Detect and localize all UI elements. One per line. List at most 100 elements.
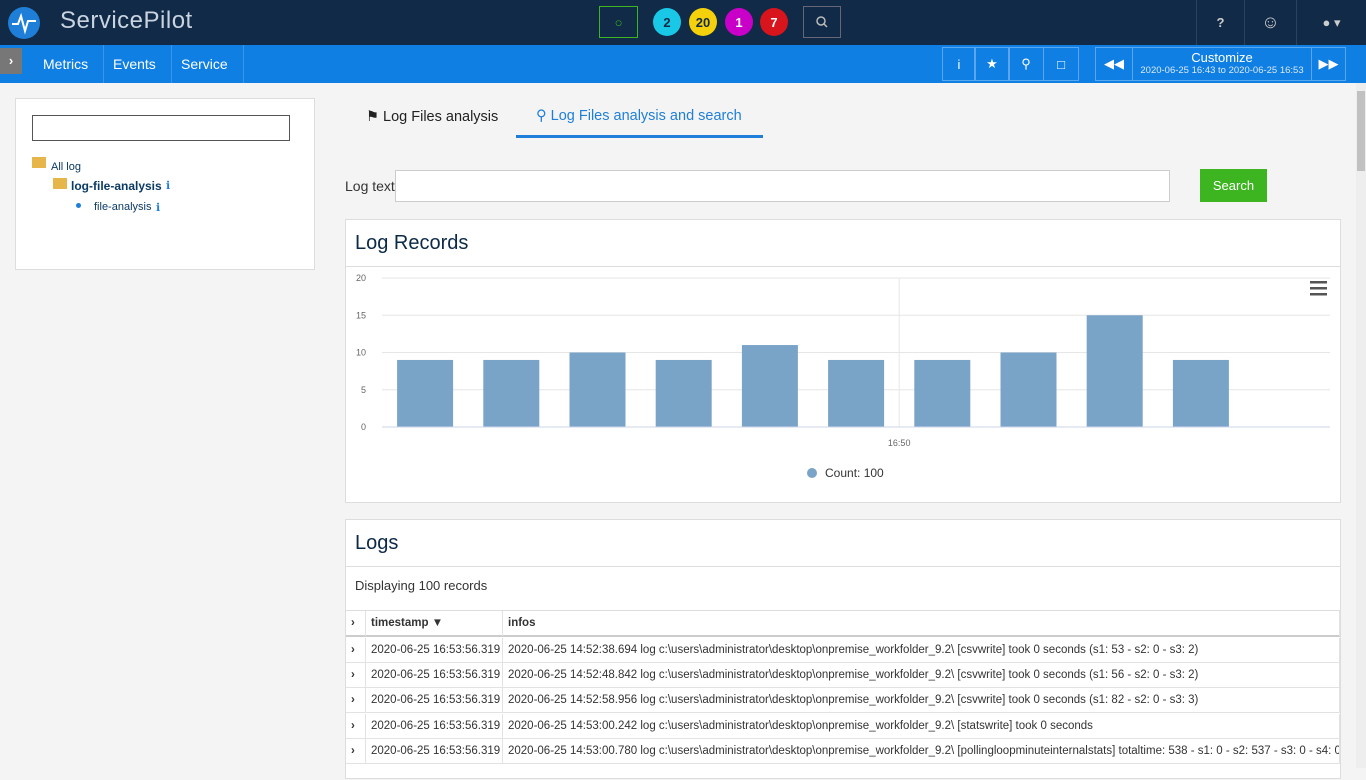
divider [346, 266, 1340, 267]
menu-icon [1310, 293, 1327, 296]
tab-active[interactable]: ⚲ Log Files analysis and search [516, 100, 763, 138]
badge[interactable]: 2 [653, 8, 681, 36]
next-button[interactable]: ▶▶ [1311, 47, 1346, 81]
scrollbar [1356, 83, 1366, 768]
info-icon[interactable]: ℹ [156, 202, 161, 214]
y-tick-label: 10 [356, 348, 366, 358]
divider [346, 566, 1340, 567]
chart: 0 5 10 15 20 16:50 Count: 100 [356, 273, 1330, 480]
previous-button[interactable]: ◀◀ [1095, 47, 1133, 81]
search-button[interactable] [803, 6, 841, 38]
header-text: timestamp [371, 617, 429, 629]
bar [741, 345, 798, 427]
table-row[interactable]: › 2020-06-25 16:53:56.319 2020-06-25 14:53… [346, 738, 1340, 764]
bar [655, 359, 712, 427]
table-row[interactable]: › 2020-06-25 16:53:56.319 2020-06-25 14:52… [346, 638, 1340, 663]
log-table: › timestamp ▼ infos › 2020-06-25 16:53:56… [346, 610, 1340, 780]
tab-label: Log Files analysis [383, 109, 499, 125]
logo [8, 7, 40, 39]
timestamp-cell: 2020-06-25 16:53:56.319 [366, 738, 503, 764]
expand-row[interactable]: › [346, 688, 366, 714]
legend-marker [807, 468, 817, 478]
bar [1000, 352, 1057, 427]
search-label: Log text [345, 178, 395, 194]
sidebar-toggle[interactable]: › [0, 48, 22, 74]
info-button[interactable]: i [942, 47, 976, 81]
y-tick-label: 15 [356, 310, 366, 320]
infos-cell: 2020-06-25 14:52:38.694 log c:\users\adm… [503, 638, 1340, 663]
user-menu[interactable]: ● ▾ [1296, 0, 1366, 45]
customize-button[interactable]: Customize 2020-06-25 16:43 to 2020-06-25… [1132, 47, 1312, 81]
favorite-button[interactable]: ★ [974, 47, 1010, 81]
bar [1086, 315, 1143, 427]
tree-node[interactable]: log-file-analysis [71, 179, 162, 193]
timestamp-cell: 2020-06-25 16:53:56.319 [366, 663, 503, 689]
expand-row[interactable]: › [346, 713, 366, 739]
x-tick-label: 16:50 [888, 438, 911, 448]
timestamp-cell: 2020-06-25 16:53:56.319 [366, 638, 503, 663]
timestamp-cell: 2020-06-25 16:53:56.319 [366, 713, 503, 739]
document-button[interactable]: □ [1043, 47, 1079, 81]
bar [828, 359, 885, 427]
infos-cell: 2020-06-25 14:53:00.780 log c:\users\adm… [503, 738, 1340, 764]
tree-node[interactable]: file-analysis [94, 201, 152, 213]
table-header: › timestamp ▼ infos [346, 611, 1340, 637]
expand-row[interactable]: › [346, 638, 366, 663]
range-to-word: to [1218, 65, 1226, 76]
table-row[interactable]: › 2020-06-25 16:53:56.319 2020-06-25 14:52… [346, 688, 1340, 714]
timestamp-cell: 2020-06-25 16:53:56.319 [366, 688, 503, 714]
search-button[interactable]: ⚲ [1008, 47, 1044, 81]
log-text-input[interactable] [395, 170, 1170, 202]
panel-title: Logs [355, 532, 399, 554]
y-tick-label: 20 [356, 273, 366, 283]
infos-cell: 2020-06-25 14:52:48.842 log c:\users\adm… [503, 663, 1340, 689]
nav-item[interactable]: Events [98, 45, 172, 83]
legend-label: Count: 100 [825, 466, 884, 480]
top-bar: ServicePilot ○ 2 20 1 7 ? ☺ ● ▾ [0, 0, 1366, 45]
folder-icon [32, 157, 46, 168]
expand-row[interactable]: › [346, 738, 366, 764]
bar [1172, 359, 1229, 427]
infos-cell: 2020-06-25 14:52:58.956 log c:\users\adm… [503, 688, 1340, 714]
feedback-button[interactable]: ☺ [1244, 0, 1296, 45]
column-header[interactable]: infos [503, 611, 1340, 636]
records-summary: Displaying 100 records [355, 578, 488, 593]
panel-title: Log Records [355, 232, 469, 254]
tree-node[interactable]: All log [51, 161, 81, 173]
brand: ServicePilot [60, 7, 193, 34]
range-from: 2020-06-25 16:43 [1140, 65, 1216, 76]
range-to: 2020-06-25 16:53 [1228, 65, 1304, 76]
tab-label: Log Files analysis and search [550, 108, 742, 124]
menu-icon [1310, 287, 1327, 290]
leaf-dot [76, 203, 81, 208]
customize-label: Customize [1191, 50, 1253, 65]
y-tick-label: 0 [361, 422, 366, 432]
logs-panel: Logs Displaying 100 records › timestamp … [345, 519, 1341, 779]
menu-icon [1310, 281, 1327, 284]
badge[interactable]: 7 [760, 8, 788, 36]
filter-input[interactable] [32, 115, 290, 141]
help-button[interactable]: ? [1196, 0, 1244, 45]
bar [483, 359, 540, 427]
infos-cell: 2020-06-25 14:53:00.242 log c:\users\adm… [503, 713, 1340, 739]
nav-item[interactable]: Metrics [28, 45, 105, 83]
table-row[interactable]: › 2020-06-25 16:53:56.319 2020-06-25 14:52… [346, 663, 1340, 689]
badge[interactable]: 20 [689, 8, 717, 36]
tab[interactable]: ⚑ Log Files analysis [366, 109, 499, 125]
y-tick-label: 5 [361, 385, 366, 395]
expand-all[interactable]: › [346, 611, 366, 636]
bar [569, 352, 626, 427]
sidebar: All log log-file-analysis ℹ file-analysi… [15, 98, 315, 270]
bar [914, 359, 971, 427]
table-row[interactable]: › 2020-06-25 16:53:56.319 2020-06-25 14:53… [346, 713, 1340, 739]
info-icon[interactable]: ℹ [166, 180, 171, 192]
chat-button[interactable]: ○ [599, 6, 638, 38]
folder-icon [53, 178, 67, 189]
nav-item[interactable]: Service [166, 45, 244, 83]
search-button[interactable]: Search [1200, 169, 1267, 202]
expand-row[interactable]: › [346, 663, 366, 689]
badge[interactable]: 1 [725, 8, 753, 36]
column-header[interactable]: timestamp ▼ [366, 611, 503, 636]
nav-bar [0, 45, 1366, 83]
